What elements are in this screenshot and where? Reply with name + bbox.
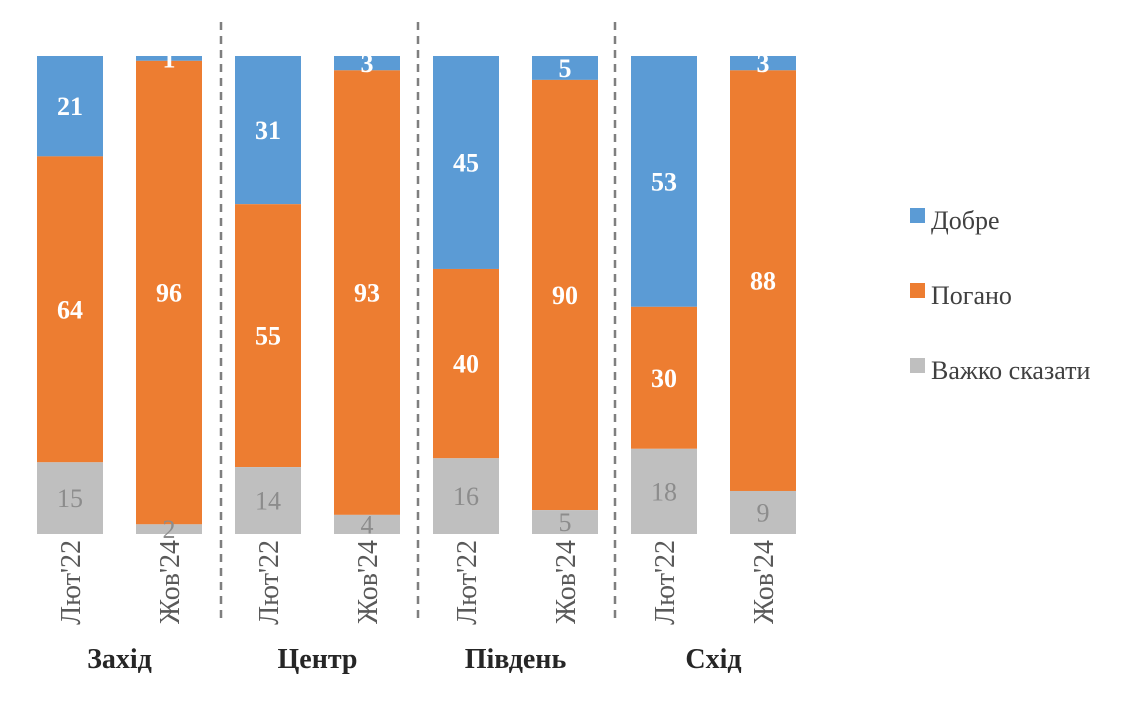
data-label: 15 <box>57 484 83 513</box>
bar-segment-good <box>631 56 697 307</box>
bar-segment-unsure <box>730 490 796 534</box>
data-label: 88 <box>750 267 776 296</box>
data-label: 55 <box>255 322 281 351</box>
data-label: 30 <box>651 364 677 393</box>
legend-swatch-unsure <box>910 358 925 373</box>
data-label: 93 <box>354 279 380 308</box>
data-label: 3 <box>361 49 374 78</box>
x-tick-label: Лют'22 <box>254 540 285 625</box>
bar-segment-good <box>235 56 301 205</box>
data-label: 4 <box>361 510 374 539</box>
legend-label-good: Добре <box>931 206 1000 235</box>
region-label: Захід <box>87 644 152 675</box>
data-label: 45 <box>453 148 479 177</box>
legend-label-unsure: Важко сказати <box>931 356 1090 385</box>
region-label: Центр <box>277 644 357 675</box>
legend-swatch-good <box>910 208 925 223</box>
bar-segment-good <box>136 56 202 61</box>
data-label: 16 <box>453 482 479 511</box>
data-label: 96 <box>156 279 182 308</box>
bar-segment-unsure <box>631 448 697 534</box>
x-tick-label: Жов'24 <box>155 540 186 624</box>
bar-segment-bad <box>532 79 598 511</box>
bar-segment-good <box>730 56 796 71</box>
bar-segment-unsure <box>334 514 400 534</box>
bar-segment-bad <box>37 156 103 463</box>
data-label: 2 <box>163 515 176 544</box>
legend-label-bad: Погано <box>931 281 1012 310</box>
bar-segment-bad <box>136 60 202 525</box>
bar-segment-good <box>37 56 103 157</box>
x-tick-label: Лют'22 <box>56 540 87 625</box>
data-label: 9 <box>757 498 770 527</box>
bar-segment-good <box>532 56 598 80</box>
x-tick-label: Жов'24 <box>749 540 780 624</box>
data-label: 53 <box>651 167 677 196</box>
x-tick-label: Жов'24 <box>353 540 384 624</box>
bar-segment-bad <box>631 306 697 449</box>
bar-segment-bad <box>433 268 499 459</box>
legend-swatch-bad <box>910 283 925 298</box>
region-label: Південь <box>465 644 567 675</box>
data-label: 1 <box>163 44 176 73</box>
bar-segment-bad <box>730 70 796 491</box>
bar-segment-bad <box>235 204 301 468</box>
bar-segment-unsure <box>136 524 202 534</box>
data-label: 40 <box>453 350 479 379</box>
data-label: 5 <box>559 508 572 537</box>
data-label: 31 <box>255 116 281 145</box>
bar-segment-unsure <box>37 462 103 534</box>
bar-segment-unsure <box>235 467 301 534</box>
x-tick-label: Лют'22 <box>650 540 681 625</box>
x-tick-label: Лют'22 <box>452 540 483 625</box>
data-label: 3 <box>757 49 770 78</box>
bar-segment-unsure <box>532 510 598 534</box>
data-label: 14 <box>255 487 281 516</box>
data-label: 5 <box>559 54 572 83</box>
bar-segment-good <box>433 56 499 269</box>
data-label: 64 <box>57 295 83 324</box>
region-label: Схід <box>685 644 741 675</box>
bar-segment-unsure <box>433 458 499 534</box>
data-label: 21 <box>57 92 83 121</box>
data-label: 18 <box>651 477 677 506</box>
x-tick-label: Жов'24 <box>551 540 582 624</box>
data-label: 90 <box>552 281 578 310</box>
bar-segment-bad <box>334 70 400 515</box>
bar-segment-good <box>334 56 400 71</box>
